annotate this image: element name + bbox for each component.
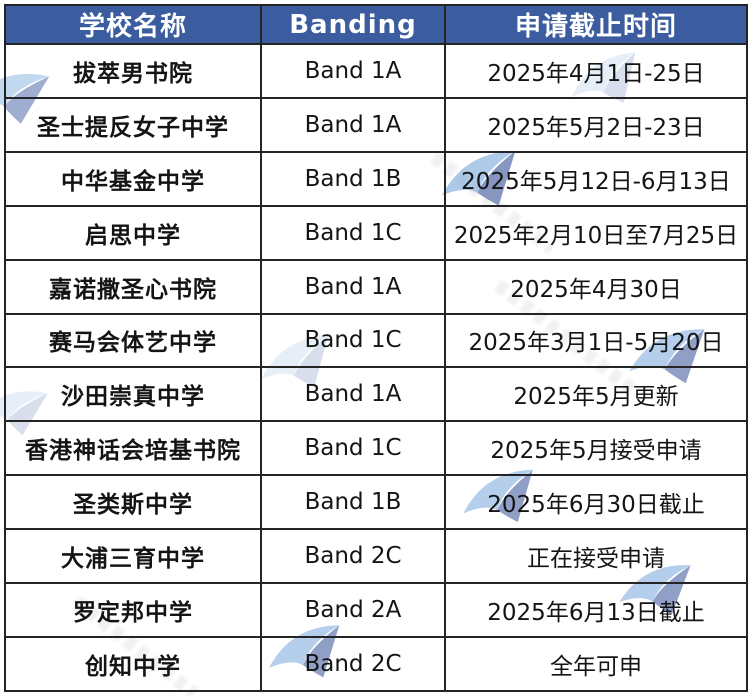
deadline-cell: 2025年5月12日-6月13日 — [444, 150, 748, 207]
banding-cell: Band 1A — [260, 96, 446, 153]
table-row: 圣类斯中学 Band 1B 2025年6月30日截止 — [4, 474, 748, 531]
schools-banding-table: 学校名称 Banding 申请截止时间 拔萃男书院 Band 1A 2025年4月1… — [4, 4, 748, 693]
deadline-cell: 2025年4月1日-25日 — [444, 43, 748, 99]
table-row: 赛马会体艺中学 Band 1C 2025年3月1日-5月20日 — [4, 312, 748, 369]
banding-cell: Band 1A — [260, 43, 446, 99]
header-school-name: 学校名称 — [4, 4, 262, 45]
banding-cell: Band 2A — [260, 582, 446, 638]
table-row: 启思中学 Band 1C 2025年2月10日至7月25日 — [4, 204, 748, 261]
table-row: 沙田崇真中学 Band 1A 2025年5月更新 — [4, 366, 748, 423]
banding-cell: Band 1A — [260, 366, 446, 423]
table-row: 中华基金中学 Band 1B 2025年5月12日-6月13日 — [4, 150, 748, 207]
school-name-cell: 香港神话会培基书院 — [4, 420, 262, 477]
school-name-cell: 大浦三育中学 — [4, 528, 262, 585]
school-name-cell: 嘉诺撒圣心书院 — [4, 258, 262, 315]
school-name-cell: 创知中学 — [4, 635, 262, 693]
school-name-cell: 赛马会体艺中学 — [4, 312, 262, 369]
deadline-cell: 2025年5月更新 — [444, 366, 748, 423]
banding-cell: Band 1C — [260, 420, 446, 477]
header-application-deadline: 申请截止时间 — [444, 4, 748, 45]
header-banding: Banding — [260, 4, 446, 45]
table-row: 香港神话会培基书院 Band 1C 2025年5月接受申请 — [4, 420, 748, 477]
banding-cell: Band 1B — [260, 150, 446, 207]
banding-cell: Band 1B — [260, 474, 446, 531]
school-name-cell: 中华基金中学 — [4, 150, 262, 207]
table-body: 拔萃男书院 Band 1A 2025年4月1日-25日 圣士提反女子中学 Band 1A… — [4, 43, 748, 693]
banding-cell: Band 1C — [260, 312, 446, 369]
banding-cell: Band 2C — [260, 635, 446, 693]
deadline-cell: 2025年6月30日截止 — [444, 474, 748, 531]
deadline-cell: 2025年3月1日-5月20日 — [444, 312, 748, 369]
table-row: 嘉诺撒圣心书院 Band 1A 2025年4月30日 — [4, 258, 748, 315]
deadline-cell: 2025年5月2日-23日 — [444, 96, 748, 153]
school-name-cell: 罗定邦中学 — [4, 582, 262, 638]
school-name-cell: 沙田崇真中学 — [4, 366, 262, 423]
school-name-cell: 启思中学 — [4, 204, 262, 261]
deadline-cell: 2025年5月接受申请 — [444, 420, 748, 477]
school-name-cell: 拔萃男书院 — [4, 43, 262, 99]
deadline-cell: 2025年4月30日 — [444, 258, 748, 315]
deadline-cell: 正在接受申请 — [444, 528, 748, 585]
table-row: 罗定邦中学 Band 2A 2025年6月13日截止 — [4, 582, 748, 638]
header-row: 学校名称 Banding 申请截止时间 — [4, 4, 748, 45]
table-row: 圣士提反女子中学 Band 1A 2025年5月2日-23日 — [4, 96, 748, 153]
deadline-cell: 2025年6月13日截止 — [444, 582, 748, 638]
deadline-cell: 全年可申 — [444, 635, 748, 693]
table-row: 创知中学 Band 2C 全年可申 — [4, 635, 748, 693]
school-name-cell: 圣士提反女子中学 — [4, 96, 262, 153]
table-row: 大浦三育中学 Band 2C 正在接受申请 — [4, 528, 748, 585]
school-name-cell: 圣类斯中学 — [4, 474, 262, 531]
banding-cell: Band 1C — [260, 204, 446, 261]
banding-cell: Band 2C — [260, 528, 446, 585]
banding-cell: Band 1A — [260, 258, 446, 315]
table-row: 拔萃男书院 Band 1A 2025年4月1日-25日 — [4, 43, 748, 99]
deadline-cell: 2025年2月10日至7月25日 — [444, 204, 748, 261]
